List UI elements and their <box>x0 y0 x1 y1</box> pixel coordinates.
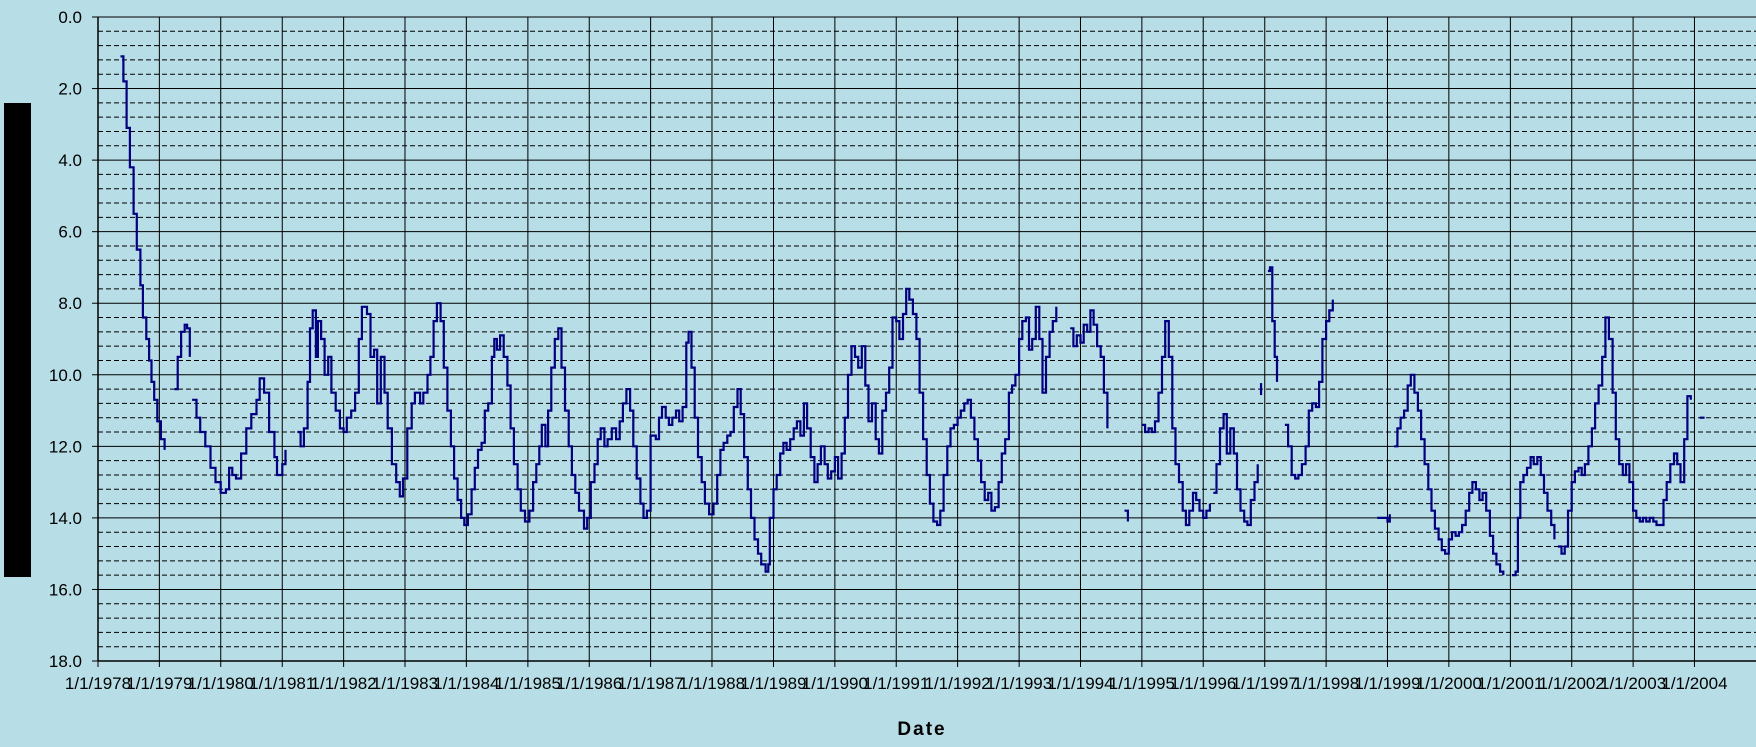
data-line-segment <box>1141 320 1211 527</box>
x-tick-label: 1/1/1987 <box>618 674 684 693</box>
data-line-segment <box>192 377 287 494</box>
data-line-segment <box>1511 456 1556 577</box>
y-tick-label: 10.0 <box>49 366 82 385</box>
data-line-segment <box>1124 509 1129 522</box>
grid <box>97 16 1756 662</box>
axes <box>92 16 1756 667</box>
data-line-segment <box>1267 266 1279 382</box>
x-tick-label: 1/1/1985 <box>495 674 561 693</box>
x-tick-label: 1/1/1986 <box>556 674 622 693</box>
x-tick-label: 1/1/1991 <box>863 674 929 693</box>
x-tick-label: 1/1/2003 <box>1600 674 1666 693</box>
data-line-segment <box>174 323 191 391</box>
x-tick-label: 1/1/1998 <box>1293 674 1359 693</box>
x-tick-label: 1/1/2004 <box>1661 674 1727 693</box>
data-line-segment <box>1557 316 1692 555</box>
x-tick-label: 1/1/1994 <box>1047 674 1113 693</box>
y-tick-label: 0.0 <box>58 8 82 27</box>
x-tick-label: 1/1/1979 <box>126 674 192 693</box>
y-tick-label: 14.0 <box>49 509 82 528</box>
x-tick-label: 1/1/1982 <box>311 674 377 693</box>
x-tick-label: 1/1/2002 <box>1539 674 1605 693</box>
y-tick-label: 8.0 <box>58 294 82 313</box>
tick-labels: 0.0 2.0 4.0 6.0 8.0 10.0 12.0 14.0 16.0 18.0 1/1/1… <box>49 8 1728 693</box>
x-tick-label: 1/1/1988 <box>679 674 745 693</box>
x-tick-label: 1/1/1984 <box>433 674 499 693</box>
x-tick-label: 1/1/1978 <box>65 674 131 693</box>
data-line-segment <box>1394 373 1505 576</box>
data-line-segment <box>297 287 1058 573</box>
y-tick-label: 4.0 <box>58 151 82 170</box>
y-tick-label: 18.0 <box>49 652 82 671</box>
x-tick-label: 1/1/2000 <box>1416 674 1482 693</box>
data-line-segment <box>120 55 166 450</box>
data-line-segment <box>1070 309 1109 429</box>
x-tick-label: 1/1/1980 <box>188 674 254 693</box>
x-tick-label: 1/1/1992 <box>925 674 991 693</box>
x-tick-label: 1/1/2001 <box>1477 674 1543 693</box>
data-line-segment <box>1284 299 1334 480</box>
x-tick-label: 1/1/1989 <box>740 674 806 693</box>
data-line-segment <box>1377 514 1391 523</box>
y-axis-label-redacted <box>4 103 31 577</box>
x-tick-label: 1/1/1993 <box>986 674 1052 693</box>
series <box>120 55 1705 577</box>
x-tick-label: 1/1/1996 <box>1170 674 1236 693</box>
x-axis-title: Date <box>897 719 946 740</box>
x-tick-label: 1/1/1983 <box>372 674 438 693</box>
x-tick-label: 1/1/1999 <box>1354 674 1420 693</box>
plot-area <box>98 17 1756 661</box>
y-tick-label: 6.0 <box>58 223 82 242</box>
y-tick-label: 16.0 <box>49 580 82 599</box>
x-tick-label: 1/1/1997 <box>1232 674 1298 693</box>
y-tick-label: 12.0 <box>49 437 82 456</box>
data-line-segment <box>1213 413 1259 527</box>
x-tick-label: 1/1/1990 <box>802 674 868 693</box>
x-tick-label: 1/1/1981 <box>249 674 315 693</box>
x-tick-label: 1/1/1995 <box>1109 674 1175 693</box>
y-tick-label: 2.0 <box>58 80 82 99</box>
